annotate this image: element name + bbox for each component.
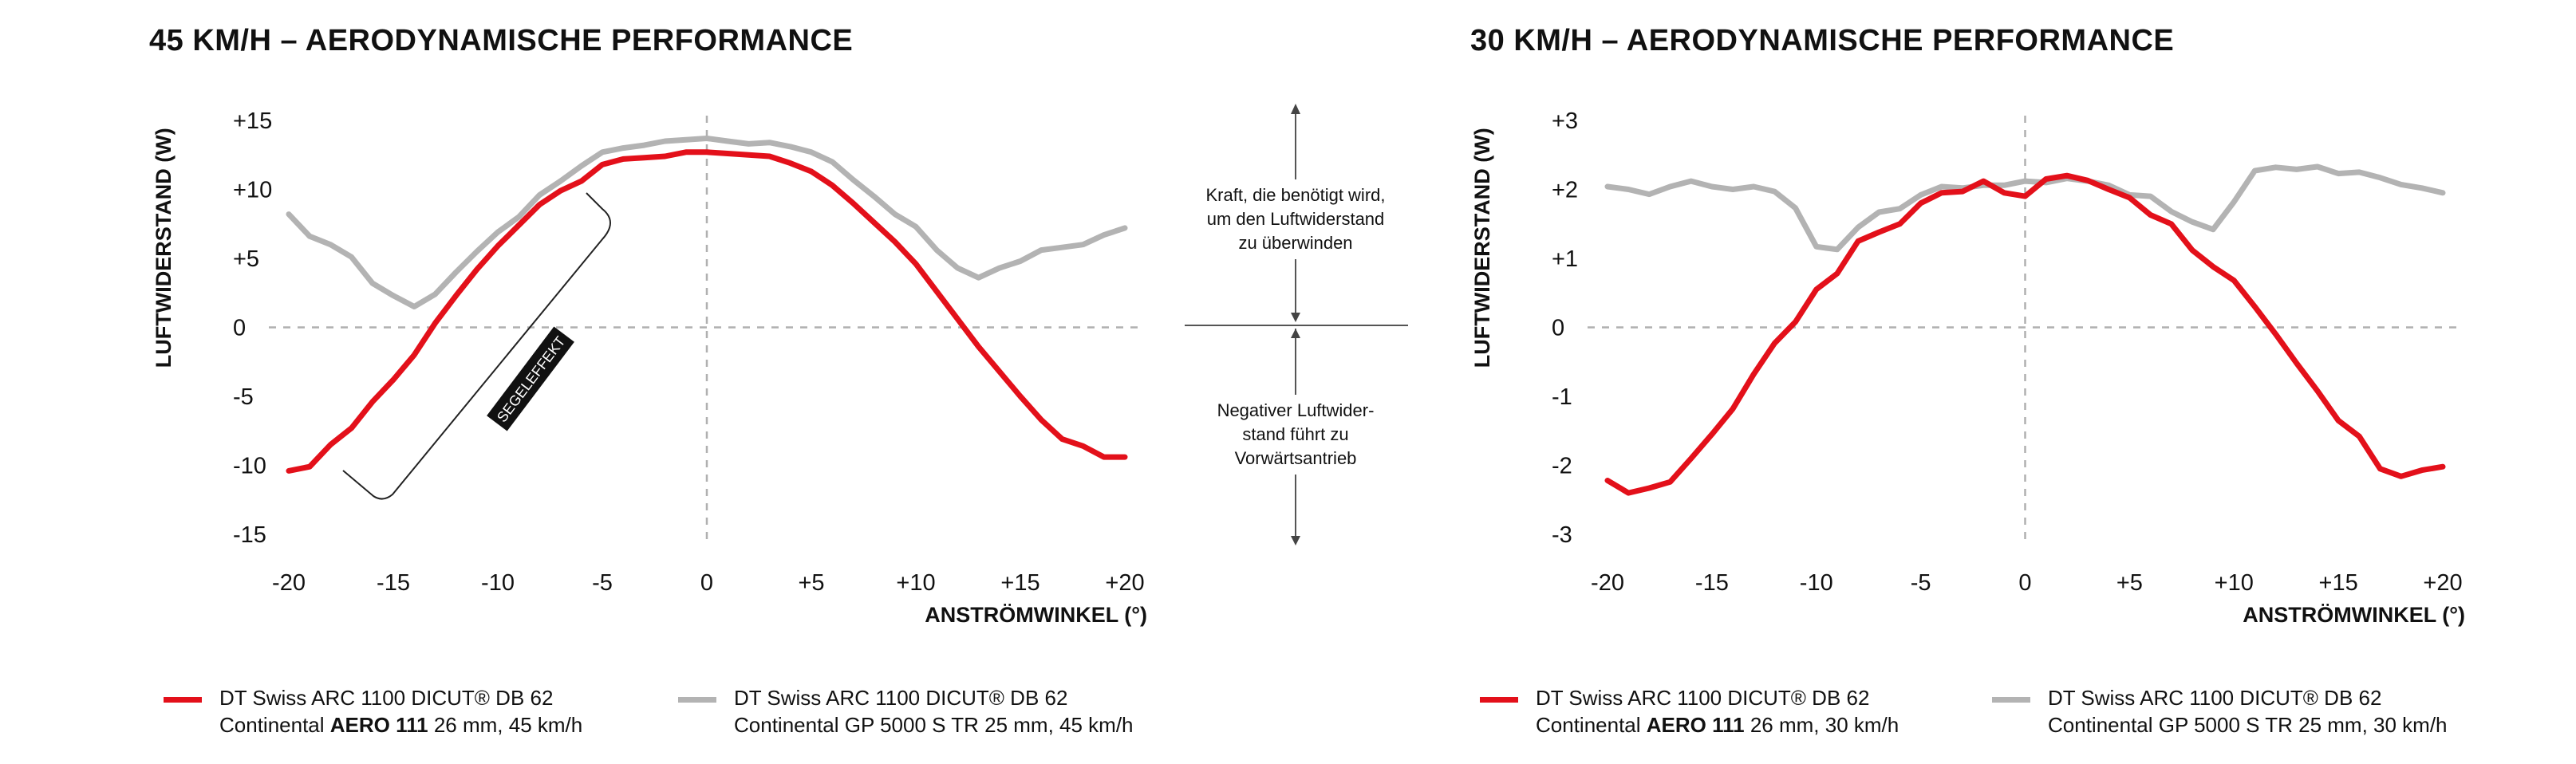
y-tick-label: -2 <box>1552 454 1572 479</box>
lower-text-line: Negativer Luftwider- <box>1217 400 1375 420</box>
x-axis-label: ANSTRÖMWINKEL (°) <box>925 603 1147 627</box>
x-tick-label: +15 <box>1000 570 1039 596</box>
x-axis-label: ANSTRÖMWINKEL (°) <box>2243 603 2465 627</box>
x-tick-label: +5 <box>798 570 824 596</box>
upper-text-line: zu überwinden <box>1238 233 1352 253</box>
legend-label-line1: DT Swiss ARC 1100 DICUT® DB 62 <box>219 686 554 710</box>
y-tick-label: -10 <box>233 454 266 479</box>
x-tick-label: -5 <box>1911 570 1931 596</box>
x-tick-label: 0 <box>2018 570 2031 596</box>
y-tick-label: -3 <box>1552 522 1572 548</box>
chart-title-30kmh: 30 KM/H – AERODYNAMISCHE PERFORMANCE <box>1470 24 2175 57</box>
legend-swatch-red <box>1480 697 1518 703</box>
force-explanation-diagram: Kraft, die benötigt wird, um den Luftwide… <box>1185 104 1408 545</box>
y-tick-label: -1 <box>1552 384 1572 410</box>
series-line-gp5000 <box>1604 163 2446 253</box>
lower-text-line: stand führt zu <box>1242 424 1348 444</box>
chart-30kmh: +3+2+10-1-2-3-20 -15 -10 -5 0 +5 +10 +15 +20ANST… <box>1470 108 2465 627</box>
legend-label-bold: AERO 111 <box>329 713 428 737</box>
legend-label-post: 26 mm, 45 km/h <box>428 713 583 737</box>
arrow-down-icon <box>1291 313 1300 322</box>
x-tick-label: +10 <box>2215 570 2254 596</box>
legend-swatch-gray <box>678 697 716 703</box>
y-tick-label: +10 <box>233 178 272 203</box>
y-tick-label: +1 <box>1552 246 1578 272</box>
legend-swatch-red <box>164 697 202 703</box>
y-tick-label: -5 <box>233 384 254 410</box>
y-tick-label: -15 <box>233 522 266 548</box>
chart-45kmh: +15+10+50-5-10-15-20 -15 -10 -5 0 +5 +10 +15 +20… <box>152 108 1147 627</box>
legend-label-line2: Continental GP 5000 S TR 25 mm, 45 km/h <box>734 713 1134 737</box>
x-tick-label: -10 <box>481 570 515 596</box>
x-tick-label: -15 <box>1695 570 1729 596</box>
y-tick-label: +3 <box>1552 108 1578 134</box>
segeleffekt-label: SEGELEFFEKT <box>487 326 574 431</box>
x-tick-label: +20 <box>1105 570 1144 596</box>
upper-text-line: um den Luftwiderstand <box>1207 209 1385 229</box>
x-tick-label: -10 <box>1800 570 1833 596</box>
legend-label-pre: Continental <box>1536 713 1647 737</box>
legend-label-post: 26 mm, 30 km/h <box>1744 713 1899 737</box>
y-tick-label: +2 <box>1552 178 1578 203</box>
legend-label-line1: DT Swiss ARC 1100 DICUT® DB 62 <box>734 686 1068 710</box>
segeleffekt-label-text: SEGELEFFEKT <box>494 333 569 425</box>
lower-text-line: Vorwärtsantrieb <box>1235 448 1357 468</box>
arrow-up-icon <box>1291 329 1300 338</box>
y-tick-label: 0 <box>233 316 246 341</box>
x-tick-label: 0 <box>700 570 713 596</box>
series-line-aero111 <box>1604 172 2446 496</box>
x-tick-label: +20 <box>2423 570 2462 596</box>
y-axis-label: LUFTWIDERSTAND (W) <box>1470 128 1494 368</box>
series-line-gp5000 <box>286 136 1128 309</box>
arrow-down-icon <box>1291 536 1300 545</box>
arrow-up-icon <box>1291 104 1300 114</box>
segeleffekt-label-bg <box>487 326 574 431</box>
x-tick-label: +5 <box>2116 570 2143 596</box>
upper-text-bg <box>1197 179 1396 259</box>
legend-label-line1: DT Swiss ARC 1100 DICUT® DB 62 <box>1536 686 1870 710</box>
legend-label-line2: Continental GP 5000 S TR 25 mm, 30 km/h <box>2048 713 2448 737</box>
lower-text-bg <box>1197 395 1396 475</box>
x-tick-label: +15 <box>2319 570 2358 596</box>
x-tick-label: -5 <box>592 570 613 596</box>
legend-swatch-gray <box>1992 697 2030 703</box>
x-tick-label: -20 <box>1591 570 1624 596</box>
segeleffekt-bracket <box>342 192 611 500</box>
y-tick-label: 0 <box>1552 316 1564 341</box>
x-tick-label: +10 <box>896 570 935 596</box>
upper-text-line: Kraft, die benötigt wird, <box>1205 185 1385 205</box>
chart-title-45kmh: 45 KM/H – AERODYNAMISCHE PERFORMANCE <box>149 24 854 57</box>
legend-label-line1: DT Swiss ARC 1100 DICUT® DB 62 <box>2048 686 2382 710</box>
y-tick-label: +5 <box>233 246 259 272</box>
x-tick-label: -15 <box>377 570 410 596</box>
legend-label-bold: AERO 111 <box>1646 713 1745 737</box>
series-line-aero111 <box>286 149 1128 474</box>
y-tick-label: +15 <box>233 108 272 134</box>
y-axis-label: LUFTWIDERSTAND (W) <box>152 128 176 368</box>
x-tick-label: -20 <box>272 570 306 596</box>
legend-label-pre: Continental <box>219 713 330 737</box>
